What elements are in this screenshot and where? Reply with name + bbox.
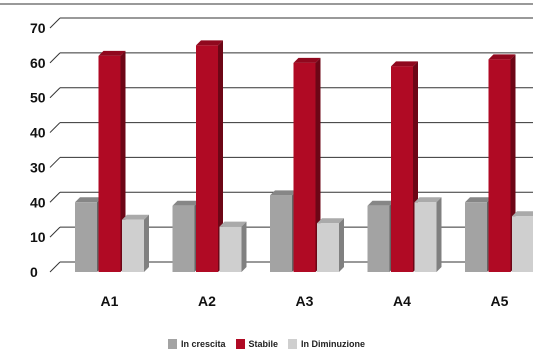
bar-top-A5-1 [488, 54, 516, 60]
bar-top-A3-2 [317, 218, 344, 224]
x-tick-label-A1: A1 [101, 293, 119, 309]
bar-top-A2-2 [219, 221, 247, 227]
bar-A2-2 [219, 226, 242, 272]
legend-label-0: In crescita [180, 339, 226, 349]
bar-A5-1 [488, 59, 511, 272]
legend-swatch-0 [167, 339, 177, 349]
bar-side-A2-1 [218, 40, 223, 272]
legend-item-2: In Diminuzione [288, 339, 365, 349]
bar-A4-0 [367, 205, 390, 272]
y-tick-label-2: 40 [30, 194, 46, 210]
bar-A1-2 [122, 219, 144, 272]
legend-item-1: Stabile [235, 339, 279, 349]
gridline-diag-0 [49, 261, 61, 273]
bar-top-A1-1 [98, 50, 126, 56]
bar-top-A5-2 [512, 211, 533, 217]
bar-top-A4-0 [367, 200, 395, 206]
y-tick-label-0: 0 [30, 264, 38, 280]
bar-top-A3-0 [270, 190, 297, 196]
legend-swatch-2 [288, 339, 298, 349]
bar-side-A1-1 [120, 50, 126, 273]
bar-A2-1 [196, 45, 218, 272]
bar-A4-1 [391, 66, 413, 272]
bar-A3-2 [317, 223, 339, 272]
legend: In crescita Stabile In Diminuzione [0, 339, 533, 349]
gridline-diag-2 [49, 191, 61, 203]
x-tick-label-A5: A5 [491, 293, 509, 309]
bar-side-A2-2 [241, 221, 247, 272]
gridline-diag-3 [49, 157, 61, 168]
legend-swatch-1 [235, 339, 245, 349]
y-tick-label-3: 30 [30, 159, 46, 175]
bar-top-A1-0 [75, 197, 102, 203]
bar-A5-0 [465, 202, 487, 272]
y-tick-label-5: 50 [30, 90, 46, 106]
y-tick-label-4: 40 [30, 125, 46, 141]
bar-top-A4-1 [391, 61, 418, 67]
bar-top-A2-0 [172, 200, 200, 206]
y-tick-label-1: 10 [30, 229, 46, 245]
legend-label-1: Stabile [248, 339, 279, 349]
gridline-diag-7 [49, 17, 61, 29]
bar-side-A4-2 [436, 197, 442, 272]
bar-top-A2-1 [196, 40, 223, 46]
bar-A2-0 [172, 205, 195, 272]
y-tick-label-7: 70 [30, 20, 46, 36]
bar-top-A5-0 [465, 197, 492, 203]
bar-top-A3-1 [293, 57, 321, 63]
legend-item-0: In crescita [167, 339, 226, 349]
gridline-diag-6 [49, 52, 61, 64]
bar-A3-1 [293, 62, 316, 272]
bar-A1-1 [98, 55, 121, 273]
y-tick-label-6: 60 [30, 55, 46, 71]
gridline-diag-5 [49, 87, 61, 99]
bar-top-A1-2 [122, 214, 149, 220]
x-tick-label-A4: A4 [393, 293, 411, 309]
bar-top-A4-2 [414, 197, 442, 203]
bar-A5-2 [512, 216, 533, 272]
bar-side-A3-1 [315, 57, 321, 272]
bar-side-A1-2 [144, 214, 149, 272]
bar-A3-0 [270, 195, 292, 272]
bar-side-A3-2 [339, 218, 344, 272]
x-tick-label-A3: A3 [296, 293, 314, 309]
x-tick-label-A2: A2 [198, 293, 216, 309]
bar-A1-0 [75, 202, 97, 272]
legend-label-2: In Diminuzione [301, 339, 366, 349]
gridline-diag-4 [49, 122, 61, 133]
gridline-diag-1 [49, 226, 61, 238]
bar-A4-2 [414, 202, 437, 272]
